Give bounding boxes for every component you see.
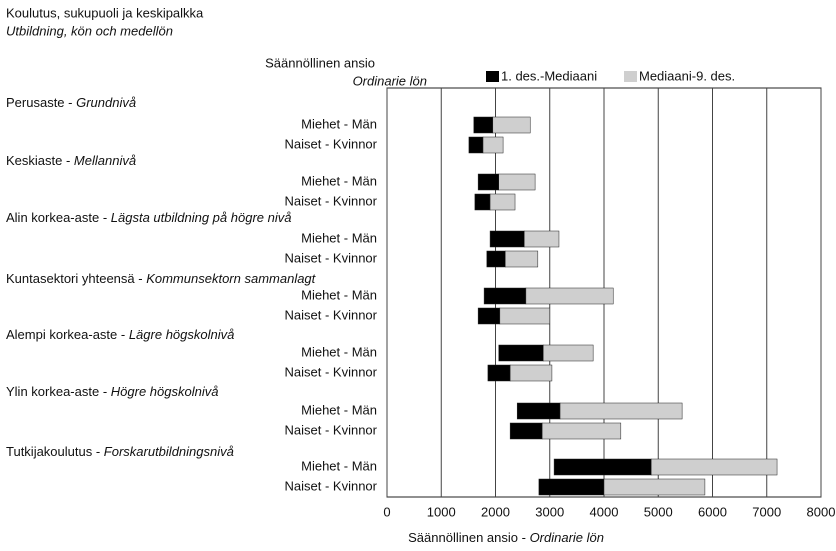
x-tick-label: 1000: [427, 504, 456, 519]
bar-segment: [509, 364, 553, 382]
group-label-fi: Kuntasektori yhteensä -: [6, 271, 146, 286]
bar-segment: [489, 230, 525, 248]
bar-segment: [468, 136, 484, 154]
bar-segment: [509, 422, 543, 440]
row-label: Miehet - Män: [301, 287, 377, 302]
legend-swatch: [486, 71, 499, 82]
x-tick-label: 5000: [644, 504, 673, 519]
group-label-fi: Alin korkea-aste -: [6, 210, 111, 225]
bar-segment: [477, 307, 501, 325]
bar-segment: [486, 250, 506, 268]
group-label-sv: Mellannivå: [74, 153, 136, 168]
legend-label: Mediaani-9. des.: [639, 68, 735, 83]
row-label: Miehet - Män: [301, 458, 377, 473]
group-label: Kuntasektori yhteensä - Kommunsektorn sa…: [6, 271, 317, 286]
group-label-fi: Alempi korkea-aste -: [6, 327, 129, 342]
x-axis-label-fi: Säännöllinen ansio -: [408, 530, 529, 545]
x-tick-label: 3000: [535, 504, 564, 519]
bar-segment: [489, 193, 516, 211]
bar-segment: [483, 287, 527, 305]
x-tick-label: 0: [383, 504, 390, 519]
row-label: Miehet - Män: [301, 230, 377, 245]
x-axis-label: Säännöllinen ansio - Ordinarie lön: [408, 530, 604, 545]
group-label: Ylin korkea-aste - Högre högskolnivå: [6, 384, 218, 399]
row-label: Miehet - Män: [301, 344, 377, 359]
group-label-sv: Högre högskolnivå: [111, 384, 219, 399]
bar-segment: [505, 250, 539, 268]
bar-segment: [473, 116, 494, 134]
bar-segment: [603, 478, 706, 496]
group-label-fi: Tutkijakoulutus -: [6, 444, 104, 459]
bar-segment: [559, 402, 683, 420]
row-label: Naiset - Kvinnor: [285, 307, 378, 322]
bar-segment: [524, 230, 560, 248]
x-tick-label: 2000: [481, 504, 510, 519]
bar-segment: [538, 478, 605, 496]
bar-segment: [516, 402, 561, 420]
bar-segment: [525, 287, 614, 305]
group-label-fi: Perusaste -: [6, 95, 76, 110]
x-tick-label: 8000: [807, 504, 836, 519]
bar-segment: [541, 422, 622, 440]
bar-segment: [650, 458, 778, 476]
group-label: Alempi korkea-aste - Lägre högskolnivå: [6, 327, 234, 342]
bar-segment: [553, 458, 652, 476]
legend-swatch: [624, 71, 637, 82]
group-label-sv: Lägsta utbildning på högre nivå: [111, 210, 292, 225]
bar-segment: [482, 136, 504, 154]
row-label: Miehet - Män: [301, 173, 377, 188]
group-label-sv: Kommunsektorn sammanlagt: [146, 271, 316, 286]
group-label-sv: Grundnivå: [76, 95, 136, 110]
group-label-sv: Forskarutbildningsnivå: [104, 444, 234, 459]
group-label-fi: Ylin korkea-aste -: [6, 384, 111, 399]
group-label-sv: Lägre högskolnivå: [129, 327, 235, 342]
axis-heading-sv: Ordinarie lön: [353, 73, 427, 88]
x-axis-label-sv: Ordinarie lön: [530, 530, 604, 545]
x-tick-label: 4000: [590, 504, 619, 519]
row-label: Naiset - Kvinnor: [285, 364, 378, 379]
row-label: Naiset - Kvinnor: [285, 136, 378, 151]
bar-segment: [474, 193, 491, 211]
chart-title: Koulutus, sukupuoli ja keskipalkka: [6, 5, 204, 20]
row-label: Naiset - Kvinnor: [285, 478, 378, 493]
row-label: Naiset - Kvinnor: [285, 422, 378, 437]
chart-subtitle: Utbildning, kön och medellön: [6, 23, 173, 38]
row-label: Miehet - Män: [301, 402, 377, 417]
group-label: Tutkijakoulutus - Forskarutbildningsnivå: [6, 444, 234, 459]
group-label: Keskiaste - Mellannivå: [6, 153, 136, 168]
bar-segment: [492, 116, 531, 134]
bar-segment: [542, 344, 594, 362]
group-label: Alin korkea-aste - Lägsta utbildning på …: [6, 210, 291, 225]
row-label: Naiset - Kvinnor: [285, 193, 378, 208]
group-label-fi: Keskiaste -: [6, 153, 74, 168]
axis-heading: Säännöllinen ansio: [265, 55, 375, 70]
bar-segment: [487, 364, 511, 382]
x-tick-label: 6000: [698, 504, 727, 519]
bar-segment: [498, 173, 536, 191]
bar-segment: [499, 307, 550, 325]
bar-segment: [477, 173, 500, 191]
legend-label: 1. des.-Mediaani: [501, 68, 597, 83]
bar-segment: [498, 344, 544, 362]
group-label: Perusaste - Grundnivå: [6, 95, 136, 110]
row-label: Naiset - Kvinnor: [285, 250, 378, 265]
row-label: Miehet - Män: [301, 116, 377, 131]
x-tick-label: 7000: [752, 504, 781, 519]
